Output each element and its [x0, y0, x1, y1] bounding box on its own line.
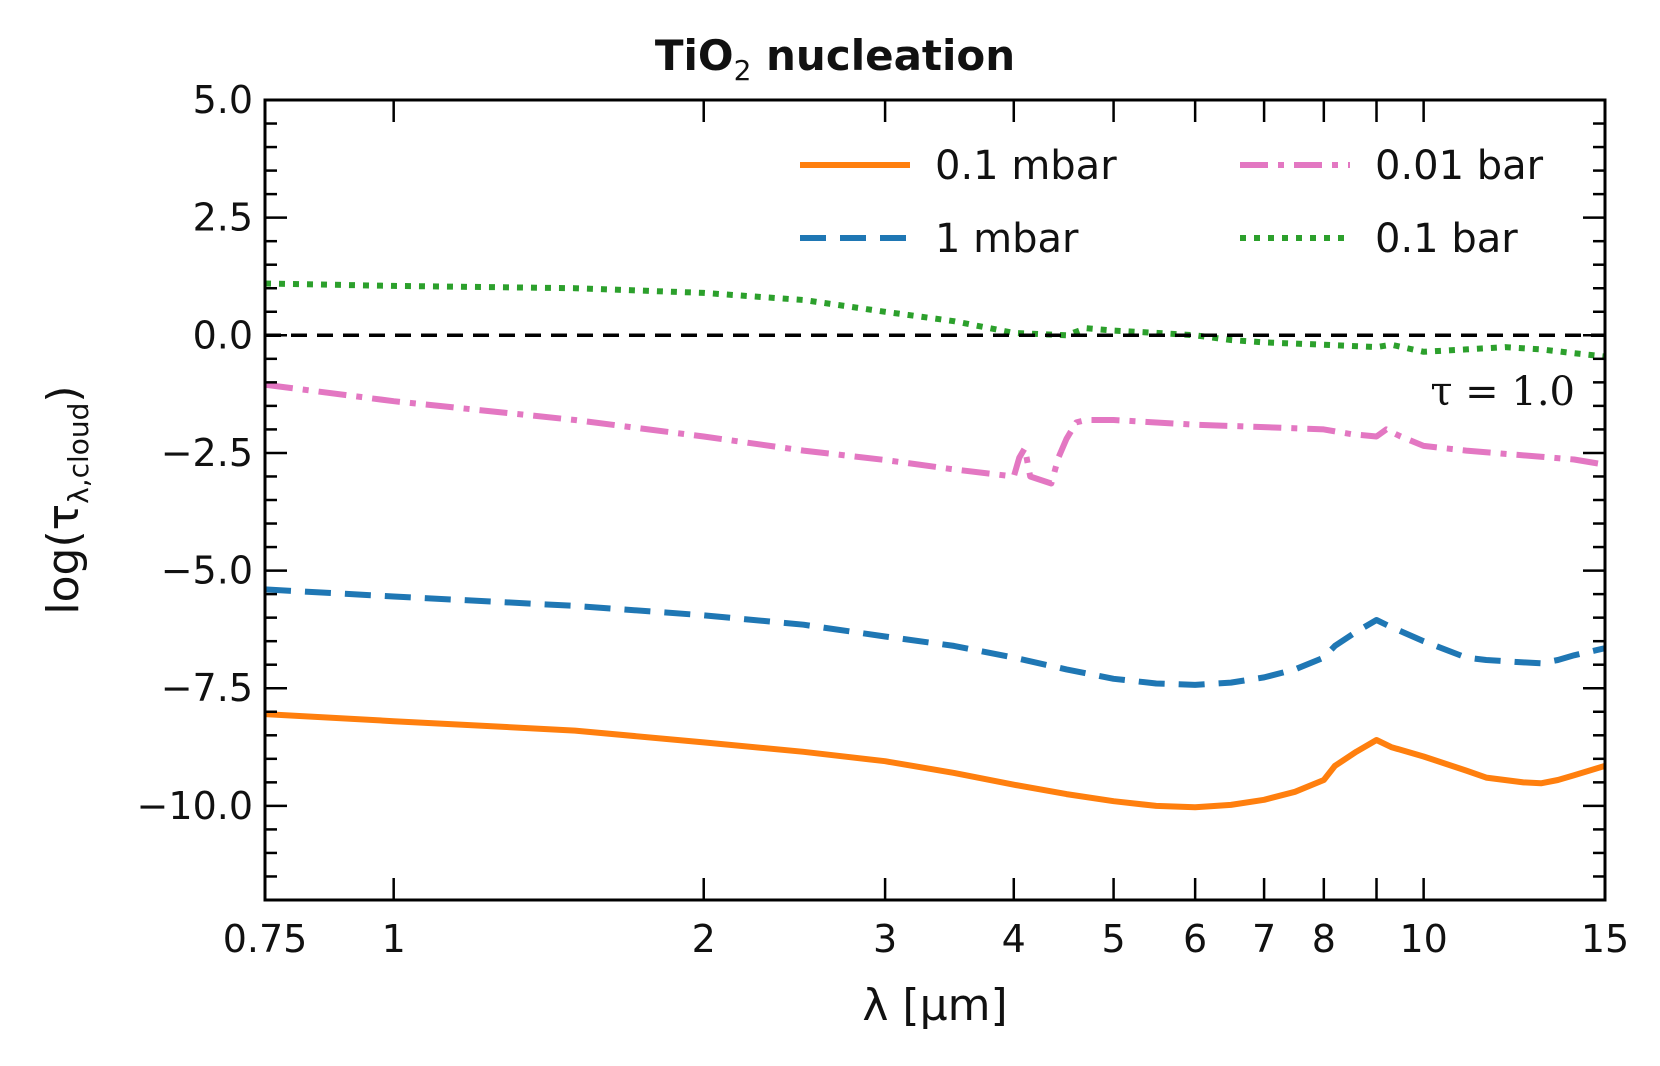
tick-labels-layer: 0.75 1 2 3 4 5 6 7 8 10 15 5.0 2.5 0.0 −2.5 −5.0 −7.5 −10…	[137, 78, 1630, 961]
legend-label-2: 1 mbar	[935, 216, 1079, 262]
legend: 0.1 mbar 0.01 bar 1 mbar 0.1 bar	[800, 143, 1544, 262]
y-tick-label: −5.0	[161, 549, 253, 593]
reference-line-label: τ = 1.0	[1430, 369, 1575, 415]
x-tick-label: 1	[382, 917, 406, 961]
x-tick-label: 2	[692, 917, 716, 961]
y-tick-label: −2.5	[161, 431, 253, 475]
series-line-3	[265, 381, 1605, 487]
y-tick-label: −10.0	[137, 784, 253, 828]
legend-label-1: 0.1 mbar	[935, 143, 1117, 189]
legend-label-3: 0.01 bar	[1375, 143, 1544, 189]
chart-title: TiO2 nucleation	[655, 31, 1015, 87]
x-tick-label: 4	[1002, 917, 1026, 961]
series-line-1	[265, 711, 1605, 811]
x-tick-label: 6	[1183, 917, 1207, 961]
x-tick-label: 8	[1312, 917, 1336, 961]
y-tick-label: 0.0	[193, 313, 253, 357]
y-tick-label: 2.5	[193, 196, 253, 240]
y-axis-title: log(τλ,cloud)	[38, 385, 95, 614]
y-tick-label: 5.0	[193, 78, 253, 122]
x-tick-label: 5	[1101, 917, 1125, 961]
x-axis-title: λ [μm]	[862, 980, 1007, 1031]
x-tick-label: 3	[873, 917, 897, 961]
y-tick-label: −7.5	[161, 666, 253, 710]
series-line-2	[265, 586, 1605, 688]
ticks-layer	[263, 98, 1607, 902]
legend-label-4: 0.1 bar	[1375, 216, 1518, 262]
x-tick-label: 10	[1399, 917, 1447, 961]
x-tick-label: 15	[1581, 917, 1629, 961]
x-tick-label: 0.75	[223, 917, 308, 961]
x-tick-label: 7	[1252, 917, 1276, 961]
